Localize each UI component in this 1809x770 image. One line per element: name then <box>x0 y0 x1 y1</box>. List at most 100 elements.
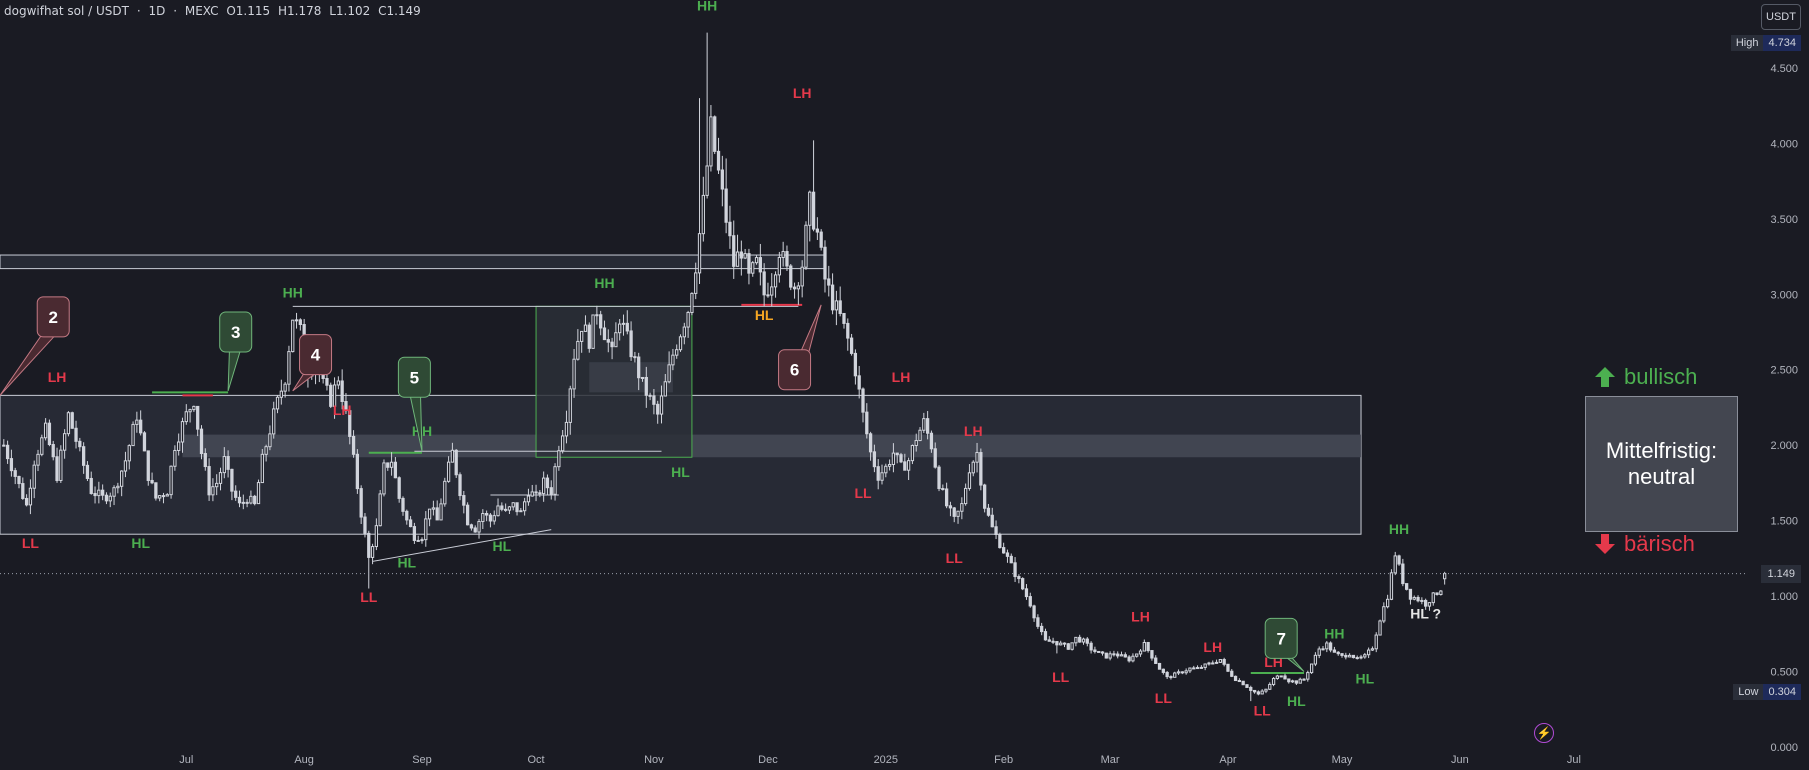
candle-body <box>283 383 287 392</box>
callout-number: 7 <box>1276 629 1285 648</box>
candle-body <box>1366 649 1371 656</box>
candle-body <box>629 330 633 358</box>
candle-body <box>386 462 390 468</box>
candle-body <box>351 435 356 455</box>
candle-body <box>804 224 808 268</box>
ohlc-high: H1.178 <box>277 4 322 18</box>
candle-body <box>97 489 101 497</box>
candle-body <box>1131 655 1135 662</box>
candle-body <box>697 233 702 274</box>
price-tick: 0.000 <box>1770 742 1798 754</box>
candle-body <box>682 326 686 338</box>
candle-body <box>1230 670 1234 677</box>
candle-body <box>1279 675 1283 678</box>
candle-body <box>576 340 580 360</box>
candle-body <box>405 510 409 521</box>
candle-body <box>177 441 181 451</box>
time-tick: Jun <box>1451 754 1469 766</box>
callout-box <box>299 334 333 376</box>
high-badge-label: High <box>1730 35 1764 51</box>
candle-body <box>332 384 337 407</box>
candle-body <box>104 494 109 502</box>
candle-body <box>1051 640 1055 643</box>
candle-body <box>872 451 877 468</box>
candle-body <box>249 495 253 504</box>
candle-body <box>1100 651 1105 654</box>
candle-body <box>287 351 291 385</box>
candle-body <box>1340 653 1344 656</box>
candle-body <box>435 507 439 521</box>
candle-body <box>781 251 785 259</box>
candle-body <box>1021 578 1025 590</box>
candle-body <box>986 507 991 516</box>
candle-body <box>329 384 333 407</box>
candle-body <box>503 508 508 511</box>
candle-body <box>971 461 975 474</box>
callout-number: 2 <box>48 308 57 327</box>
candle-body <box>830 284 835 311</box>
candle-body <box>1032 605 1036 619</box>
candle-body <box>606 339 610 343</box>
candle-body <box>139 419 143 434</box>
candle-body <box>1097 650 1101 653</box>
candle-body <box>929 432 934 450</box>
candle-body <box>1123 654 1127 658</box>
lightning-icon[interactable]: ⚡ <box>1534 723 1554 743</box>
candle-body <box>827 278 831 286</box>
candle-body <box>120 470 124 487</box>
candle-body <box>1351 654 1356 659</box>
candle-body <box>694 272 698 294</box>
candle-body <box>416 539 420 542</box>
swing-label-hh: HH <box>1324 625 1344 641</box>
candle-body <box>637 356 641 379</box>
candle-body <box>964 487 968 505</box>
trend-lines <box>152 303 1304 675</box>
candle-body <box>93 492 97 497</box>
time-axis[interactable]: Jul Aug Sep Oct Nov Dec 2025 Feb Mar Apr May Jun Jul <box>179 754 1581 766</box>
candle-body <box>572 358 576 390</box>
candle-body <box>253 495 257 505</box>
candle-body <box>1028 596 1032 607</box>
candle-body <box>62 433 67 451</box>
candle-body <box>1199 666 1203 669</box>
candle-body <box>561 435 565 452</box>
candle-body <box>557 450 561 468</box>
candle-body <box>443 480 447 505</box>
candle-body <box>496 505 500 517</box>
candle-body <box>937 466 941 490</box>
candle-body <box>732 235 736 267</box>
low-badge-value: 0.304 <box>1763 684 1801 700</box>
candle-body <box>1154 657 1158 664</box>
candle-body <box>89 477 93 494</box>
candle-body <box>1119 654 1124 657</box>
ohlc-close: C1.149 <box>378 4 421 18</box>
candle-body <box>481 512 485 523</box>
candle-body <box>621 322 626 325</box>
candle-body <box>9 458 14 472</box>
candle-body <box>1347 654 1352 658</box>
candle-body <box>439 503 443 521</box>
candle-body <box>1211 662 1215 665</box>
candle-body <box>1389 572 1394 600</box>
candle-body <box>846 322 850 339</box>
candle-body <box>595 314 599 317</box>
candle-body <box>652 395 656 405</box>
candle-body <box>891 452 896 465</box>
price-axis[interactable]: 0.000 0.500 1.000 1.500 2.000 2.500 3.000 3.500… <box>1770 63 1798 754</box>
ohlc-open: O1.115 <box>226 4 271 18</box>
time-tick: Nov <box>644 754 664 766</box>
candle-body <box>348 410 352 437</box>
candle-body <box>583 324 588 332</box>
swing-label-lh: LH <box>1131 609 1150 625</box>
candle-body <box>101 489 105 496</box>
candle-body <box>747 253 751 274</box>
candle-body <box>1043 631 1048 641</box>
interval: 1D <box>148 4 166 18</box>
candle-body <box>644 376 648 396</box>
candle-body <box>450 449 455 463</box>
currency-button[interactable]: USDT <box>1761 4 1801 30</box>
candle-body <box>534 491 538 494</box>
candle-body <box>1059 642 1063 646</box>
candle-body <box>1275 675 1280 679</box>
